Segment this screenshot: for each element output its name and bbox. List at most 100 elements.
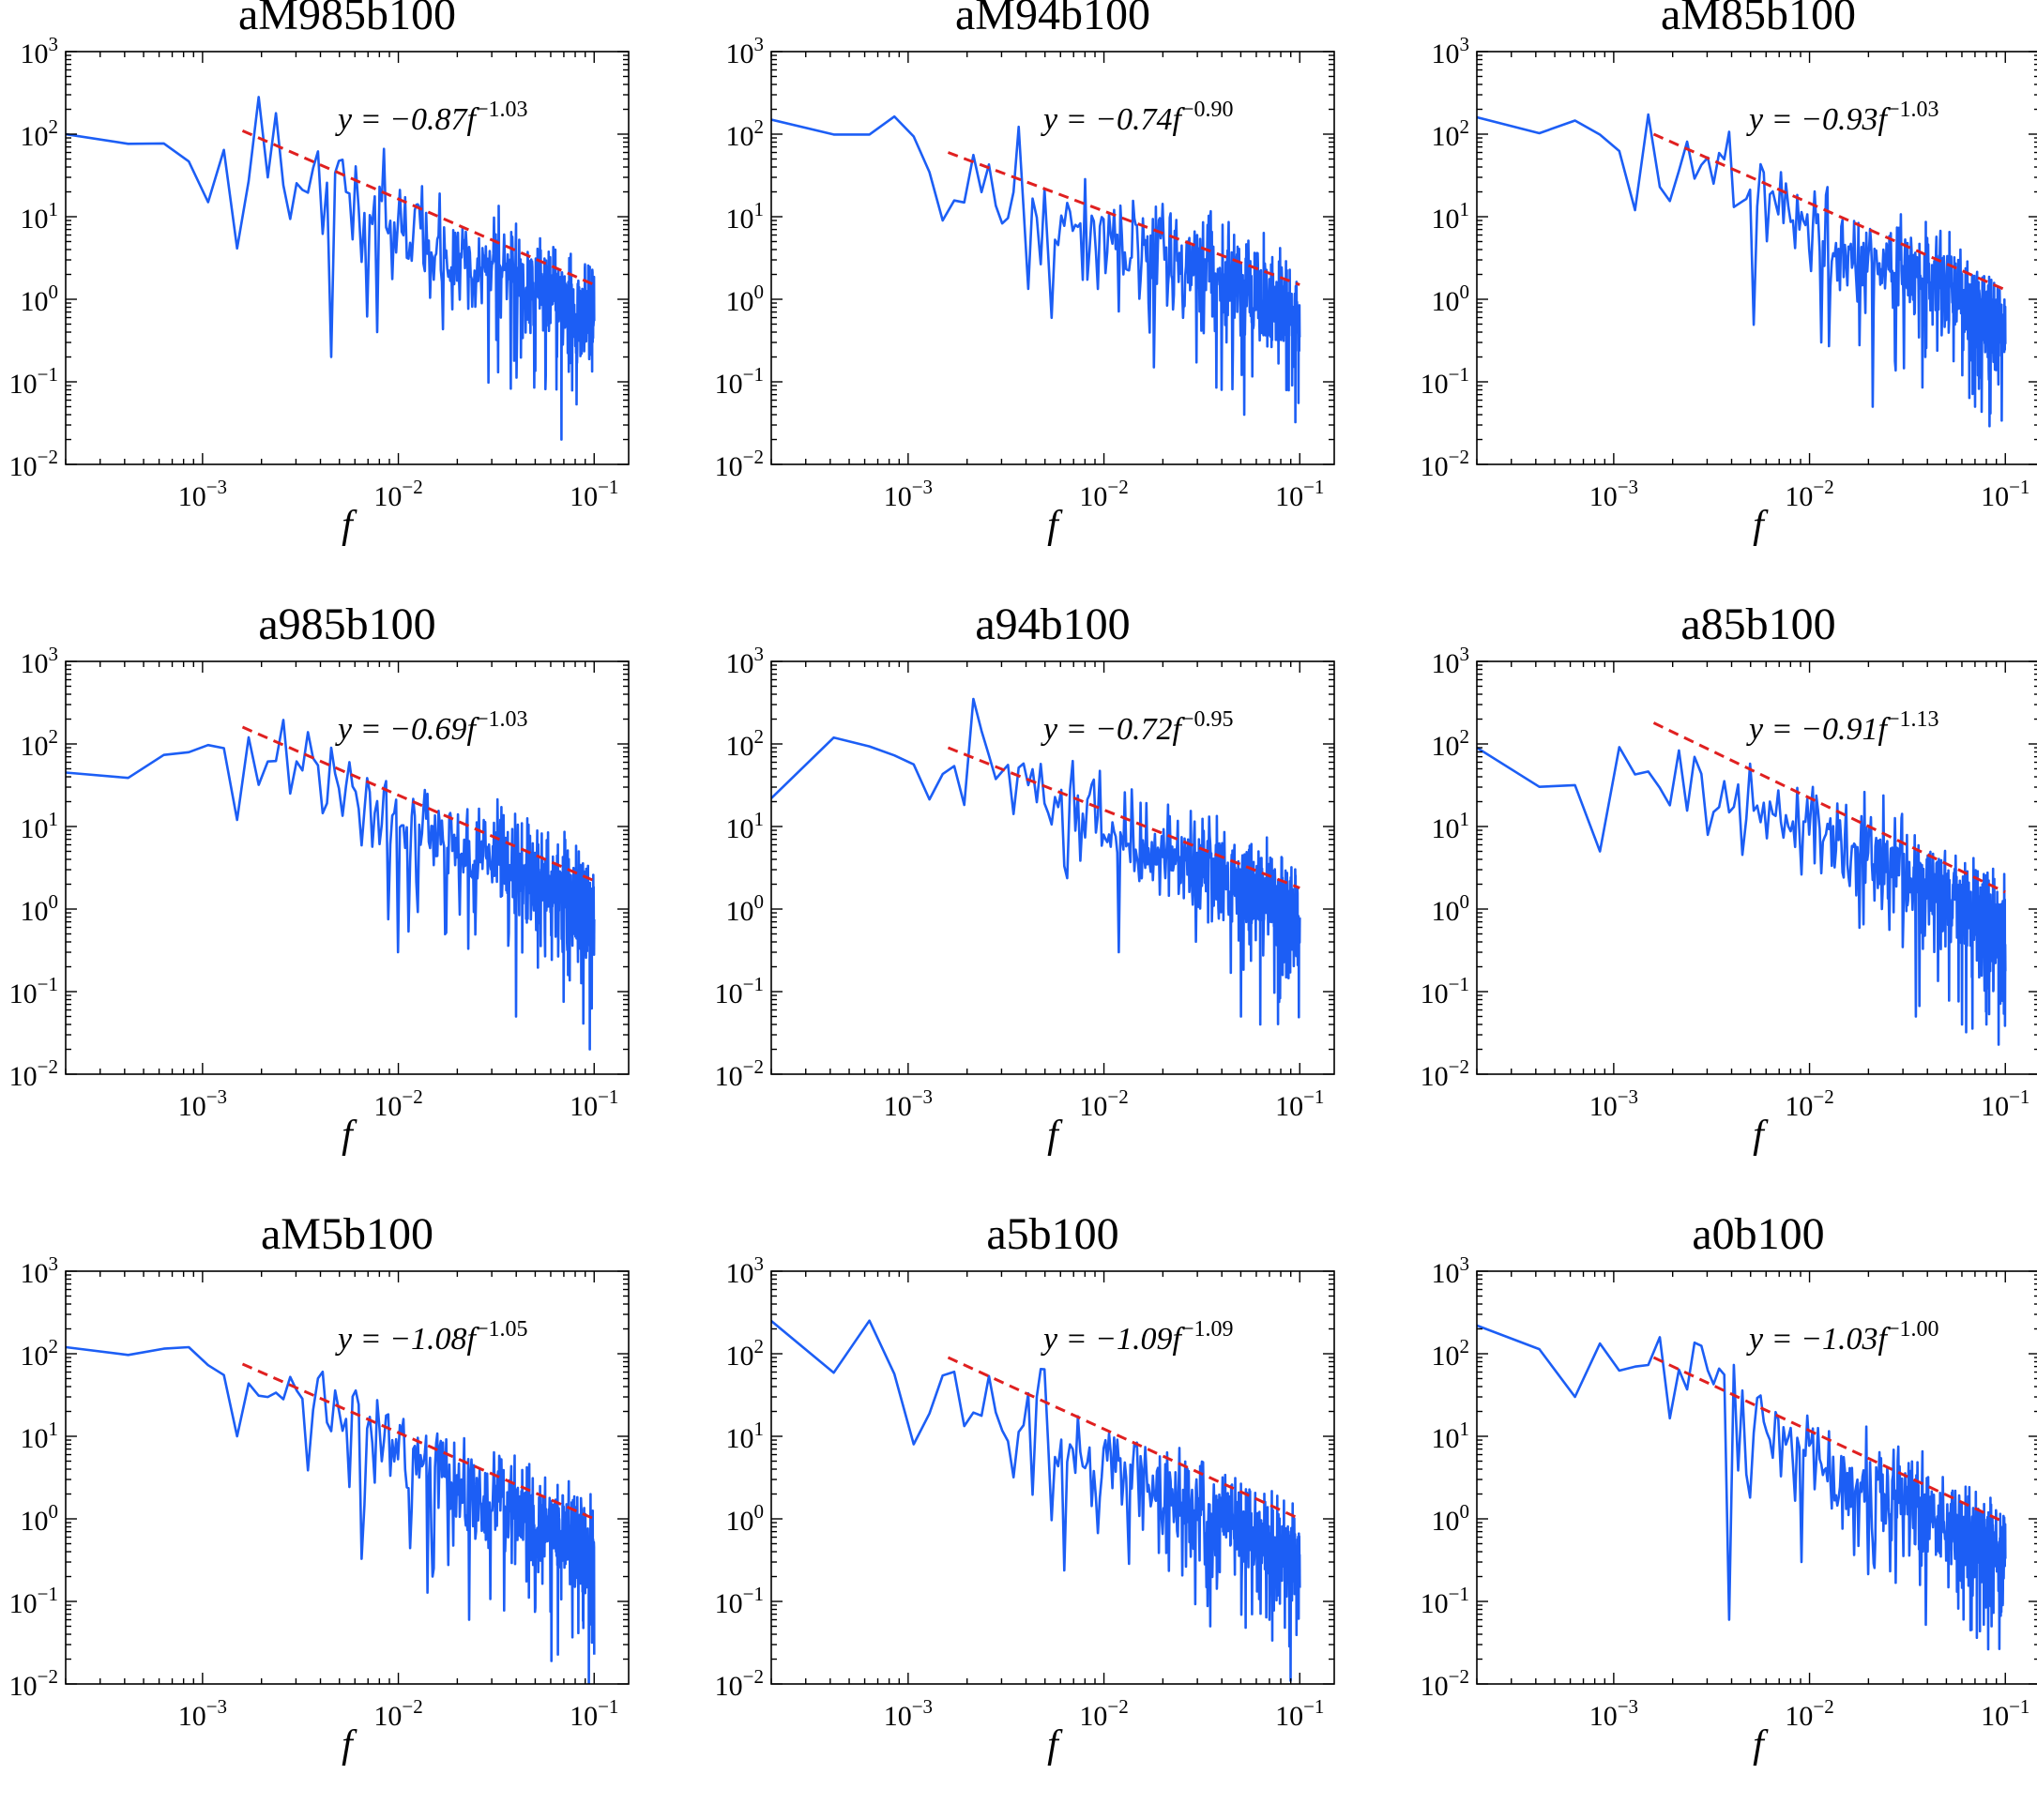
fit-equation-f: f	[1172, 712, 1181, 747]
panel-aM985b100: aM985b100 10−3 10−2 10−1 10−2 10−1 100 101 102 10…	[0, 0, 713, 600]
y-tick-label: 102	[726, 115, 765, 152]
y-tick-label: 10−1	[1421, 973, 1469, 1009]
fit-equation-lhs: y = −1.09	[1043, 1322, 1173, 1357]
fit-line	[947, 1356, 1300, 1521]
fit-equation: y = −0.72f−0.95	[1043, 707, 1233, 748]
fit-equation-exponent: −1.05	[475, 1317, 528, 1342]
x-axis-label: f	[342, 504, 353, 547]
fit-equation-f: f	[1877, 102, 1887, 137]
y-tick-label: 102	[726, 1335, 765, 1372]
fit-equation: y = −1.03f−1.00	[1749, 1317, 1938, 1357]
fit-line	[241, 129, 595, 286]
y-tick-label: 100	[726, 890, 765, 927]
panel-a85b100: a85b100 10−3 10−2 10−1 10−2 10−1 100 101 102 103 y…	[1411, 599, 2037, 1210]
y-tick-label: 10−2	[9, 1665, 58, 1702]
y-tick-label: 103	[21, 643, 59, 679]
spectrum-line	[771, 1319, 1301, 1682]
y-tick-label: 103	[726, 643, 765, 679]
spectrum-line	[771, 114, 1301, 424]
panel-title: a5b100	[986, 1209, 1119, 1259]
y-tick-label: 102	[21, 725, 59, 762]
y-tick-label: 10−2	[1421, 1665, 1469, 1702]
y-tick-label: 102	[1432, 725, 1470, 762]
x-tick-label: 10−3	[1589, 476, 1638, 512]
x-tick-label: 10−3	[884, 1695, 933, 1732]
x-tick-label: 10−2	[1785, 1085, 1833, 1122]
fit-equation-f: f	[1877, 1322, 1887, 1357]
x-tick-label: 10−1	[570, 476, 618, 512]
y-tick-label: 100	[21, 1500, 59, 1537]
fit-equation-exponent: −1.13	[1886, 707, 1939, 732]
fit-equation-lhs: y = −1.03	[1749, 1322, 1878, 1357]
fit-equation-lhs: y = −0.74	[1043, 102, 1173, 137]
panel-a985b100: a985b100 10−3 10−2 10−1 10−2 10−1 100 101 102 103…	[0, 599, 713, 1210]
y-tick-label: 101	[1432, 808, 1470, 844]
x-tick-label: 10−3	[1589, 1695, 1638, 1732]
panel-title: a985b100	[258, 599, 436, 649]
panel-title: aM85b100	[1661, 0, 1856, 39]
fit-line	[1652, 721, 2006, 894]
panel-aM5b100: aM5b100 10−3 10−2 10−1 10−2 10−1 100 101 102 103 y…	[0, 1209, 713, 1820]
fit-line	[947, 746, 1300, 889]
y-tick-label: 102	[1432, 1335, 1470, 1372]
x-tick-label: 10−1	[1275, 476, 1324, 512]
y-tick-label: 10−2	[9, 446, 58, 482]
fit-equation: y = −0.87f−1.03	[338, 98, 527, 138]
x-axis-label: f	[1047, 1114, 1058, 1157]
y-tick-label: 10−1	[715, 363, 764, 400]
y-tick-label: 101	[726, 808, 765, 844]
plot-svg: 10−3 10−2 10−1 10−2 10−1 100 101 102 103	[1421, 33, 2037, 512]
x-tick-label: 10−1	[1981, 1695, 2029, 1732]
fit-equation-lhs: y = −1.08	[338, 1322, 467, 1357]
axes-frame	[1476, 51, 2037, 465]
panel-a5b100: a5b100 10−3 10−2 10−1 10−2 10−1 100 101 102 103 y …	[706, 1209, 1419, 1820]
plot-svg: 10−3 10−2 10−1 10−2 10−1 100 101 102 103	[715, 1252, 1335, 1732]
x-tick-label: 10−2	[1785, 476, 1833, 512]
x-axis-label: f	[1753, 1723, 1764, 1767]
fit-equation-exponent: −1.03	[475, 98, 528, 122]
x-tick-label: 10−1	[1981, 1085, 2029, 1122]
y-tick-label: 103	[1432, 643, 1470, 679]
x-tick-label: 10−2	[373, 476, 422, 512]
x-tick-label: 10−2	[1785, 1695, 1833, 1732]
panel-a94b100: a94b100 10−3 10−2 10−1 10−2 10−1 100 101 102 103 y…	[706, 599, 1419, 1210]
y-tick-label: 10−2	[9, 1055, 58, 1092]
fit-equation: y = −0.69f−1.03	[338, 707, 527, 748]
x-tick-label: 10−2	[1079, 1695, 1128, 1732]
y-tick-label: 10−1	[715, 1583, 764, 1619]
figure-grid: aM985b100 10−3 10−2 10−1 10−2 10−1 100 101 102 10…	[0, 0, 2037, 1767]
x-tick-label: 10−3	[178, 1085, 227, 1122]
axes-frame	[770, 51, 1335, 465]
y-tick-label: 101	[726, 198, 765, 235]
y-tick-label: 100	[726, 1500, 765, 1537]
axes-frame	[1476, 1270, 2037, 1685]
x-axis-label: f	[342, 1723, 353, 1767]
fit-equation-lhs: y = −0.91	[1749, 712, 1878, 747]
x-tick-label: 10−1	[570, 1085, 618, 1122]
y-tick-label: 103	[726, 33, 765, 69]
fit-equation: y = −1.08f−1.05	[338, 1317, 527, 1357]
plot-svg: 10−3 10−2 10−1 10−2 10−1 100 101 102 103	[9, 33, 630, 512]
fit-equation-exponent: −1.03	[1886, 98, 1939, 122]
y-tick-label: 100	[1432, 281, 1470, 317]
fit-equation: y = −0.93f−1.03	[1749, 98, 1938, 138]
y-tick-label: 103	[1432, 33, 1470, 69]
panel-title: a85b100	[1680, 599, 1836, 649]
fit-equation-f: f	[1877, 712, 1887, 747]
x-axis-label: f	[1753, 1114, 1764, 1157]
spectrum-line	[1477, 746, 2007, 1046]
axes-frame	[770, 660, 1335, 1075]
x-tick-label: 10−1	[1275, 1695, 1324, 1732]
fit-line	[1652, 1356, 2006, 1524]
y-tick-label: 100	[21, 890, 59, 927]
y-tick-label: 101	[21, 198, 59, 235]
fit-equation-f: f	[466, 1322, 476, 1357]
y-tick-label: 103	[21, 33, 59, 69]
y-tick-label: 101	[1432, 1418, 1470, 1454]
y-tick-label: 101	[21, 808, 59, 844]
x-axis-label: f	[342, 1114, 353, 1157]
fit-equation-f: f	[466, 102, 476, 137]
x-tick-label: 10−1	[570, 1695, 618, 1732]
x-axis-label: f	[1047, 1723, 1058, 1767]
x-tick-label: 10−1	[1275, 1085, 1324, 1122]
